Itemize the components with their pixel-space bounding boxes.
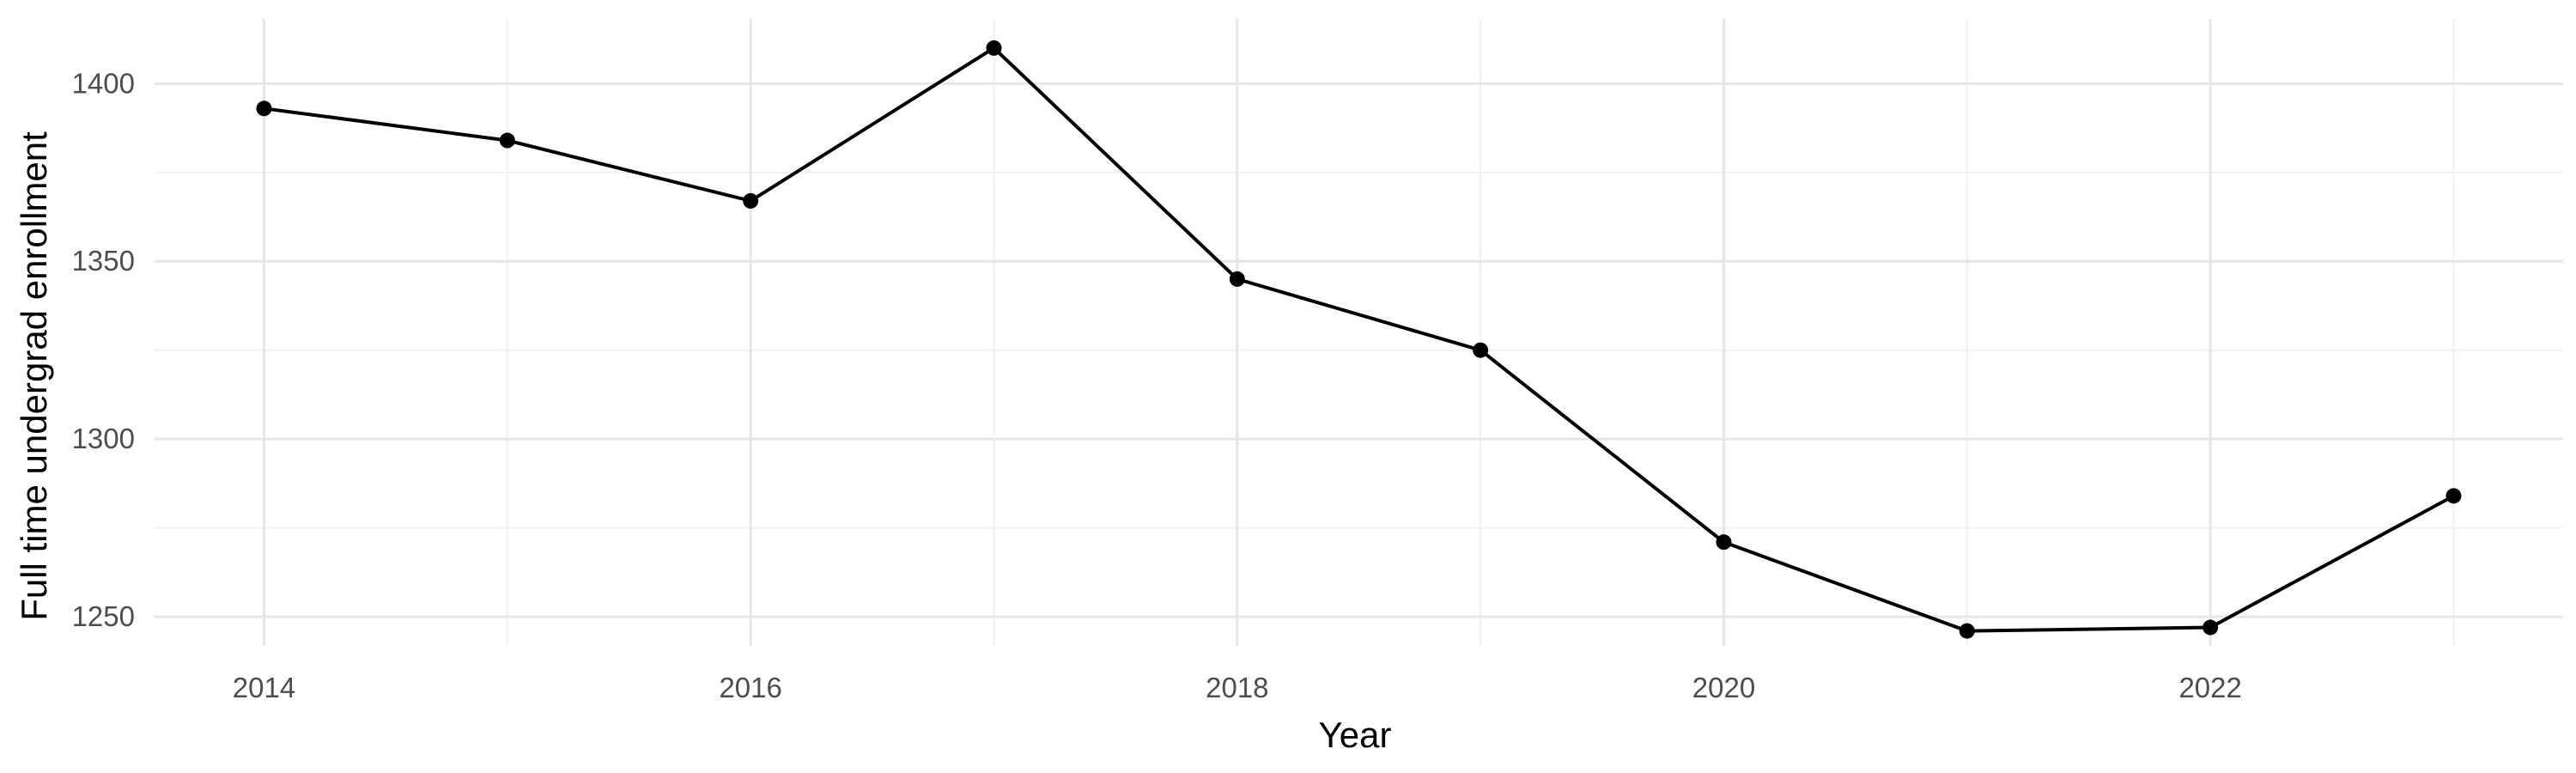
- data-point: [986, 40, 1002, 56]
- data-point: [2202, 619, 2219, 636]
- x-tick-label: 2016: [719, 672, 781, 703]
- y-axis-title: Full time undergrad enrollment: [14, 131, 54, 621]
- x-tick-label: 2014: [233, 672, 295, 703]
- minor-gridlines: [155, 19, 2563, 646]
- data-point: [256, 100, 272, 117]
- y-axis-tick-labels: 1250 1300 1350 1400: [72, 67, 135, 632]
- x-axis-title: Year: [1319, 715, 1392, 755]
- series-group: [256, 40, 2462, 639]
- data-point: [1959, 623, 1975, 639]
- y-tick-label: 1250: [72, 600, 135, 632]
- data-point: [1229, 271, 1245, 287]
- series-line: [264, 46, 2455, 633]
- data-point: [1716, 534, 1732, 551]
- x-axis-tick-labels: 2014 2016 2018 2020 2022: [233, 672, 2242, 703]
- y-tick-label: 1400: [72, 67, 135, 99]
- data-point: [1473, 342, 1489, 358]
- x-tick-label: 2020: [1692, 672, 1755, 703]
- data-point: [2445, 488, 2462, 504]
- x-tick-label: 2022: [2178, 672, 2241, 703]
- x-tick-label: 2018: [1206, 672, 1268, 703]
- major-gridlines: [155, 19, 2563, 646]
- y-tick-label: 1350: [72, 245, 135, 277]
- data-point: [743, 192, 759, 209]
- data-point: [499, 132, 515, 149]
- y-tick-label: 1300: [72, 423, 135, 454]
